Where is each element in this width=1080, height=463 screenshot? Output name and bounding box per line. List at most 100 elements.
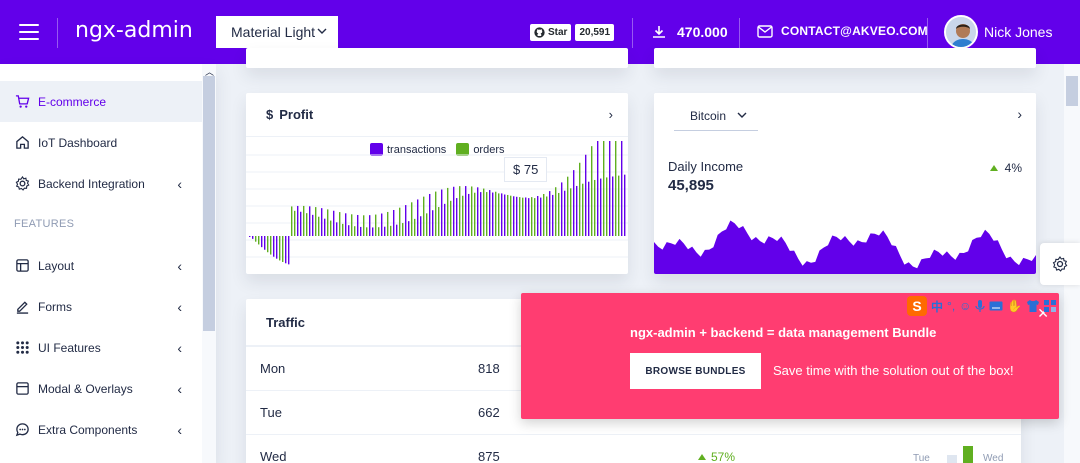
legend-label-orders[interactable]: orders (473, 143, 505, 156)
profit-bar (270, 236, 272, 255)
profit-bar (297, 205, 299, 236)
menu-icon[interactable] (19, 24, 39, 40)
legend-label-transactions[interactable]: transactions (387, 143, 447, 156)
profit-bar (564, 190, 566, 236)
sidebar-item-label: Layout (38, 258, 75, 273)
profit-bar (537, 195, 539, 236)
profit-bar (471, 186, 473, 236)
card-partial (246, 48, 628, 68)
settings-button[interactable] (1040, 243, 1080, 285)
sidebar-item-ui-features[interactable]: UI Features ‹ (0, 327, 202, 368)
profit-bar (390, 225, 392, 236)
arrow-up-icon (698, 454, 706, 460)
sidebar-item-label: Extra Components (38, 422, 138, 437)
profit-bar (279, 236, 281, 261)
browse-bundles-button[interactable]: BROWSE BUNDLES (630, 353, 761, 389)
github-star-button[interactable]: Star (530, 23, 572, 41)
ime-logo-icon[interactable]: S (907, 296, 927, 316)
chevron-down-icon (737, 112, 747, 118)
daily-income-change: 4% (989, 161, 1022, 175)
sidebar-item-layout[interactable]: Layout ‹ (0, 245, 202, 286)
profit-bar (435, 191, 437, 236)
profit-bar (576, 185, 578, 236)
profit-bar (624, 174, 626, 236)
contact-link[interactable]: CONTACT@AKVEO.COM (757, 24, 928, 38)
profit-bar (621, 141, 623, 236)
profit-bar (249, 236, 251, 237)
profit-bar (399, 207, 401, 236)
bitcoin-card-header: Bitcoin › (654, 93, 1036, 143)
user-name[interactable]: Nick Jones (984, 24, 1053, 40)
hand-icon[interactable]: ✋ (1007, 299, 1023, 313)
keyboard-icon[interactable] (989, 301, 1003, 311)
shirt-icon[interactable] (1026, 300, 1040, 312)
sidebar-item-forms[interactable]: Forms ‹ (0, 286, 202, 327)
profit-bar (600, 178, 602, 236)
profit-bar (384, 226, 386, 236)
profit-bar (492, 192, 494, 236)
grid-icon[interactable] (1044, 300, 1057, 312)
traffic-value: 818 (478, 361, 500, 376)
dollar-icon: $ (266, 107, 274, 122)
profit-bar (342, 223, 344, 236)
avatar[interactable] (944, 15, 978, 49)
chevron-down-icon (317, 28, 327, 34)
profit-bar (480, 192, 482, 236)
settings-icon (14, 176, 30, 192)
profit-bar (609, 141, 611, 236)
downloads[interactable]: 470.000 (651, 24, 728, 40)
main-scroll-thumb[interactable] (1066, 76, 1078, 106)
chevron-right-icon[interactable]: › (1017, 106, 1022, 122)
profit-bar (408, 221, 410, 236)
github-star[interactable]: Star 20,591 (530, 23, 615, 41)
bitcoin-area-chart[interactable] (654, 214, 1036, 274)
logo[interactable]: ngx-admin (75, 18, 193, 43)
profit-bar (540, 197, 542, 236)
profit-bar (441, 189, 443, 236)
sidebar-item-iot-dashboard[interactable]: IoT Dashboard (0, 122, 202, 163)
github-star-count[interactable]: 20,591 (575, 23, 615, 41)
sidebar-item-backend-integration[interactable]: Backend Integration ‹ (0, 163, 202, 204)
chevron-right-icon[interactable]: › (608, 107, 613, 122)
profit-bar (567, 176, 569, 236)
header-divider (632, 18, 633, 48)
currency-select[interactable]: Bitcoin (674, 101, 758, 131)
profit-bar (327, 209, 329, 236)
profit-bar (339, 212, 341, 236)
profit-bar (294, 210, 296, 236)
profit-chart[interactable] (246, 141, 628, 271)
traffic-value: 875 (478, 449, 500, 463)
legend-swatch-transactions (370, 143, 383, 156)
profit-bar (618, 175, 620, 236)
profit-bar (291, 206, 293, 236)
traffic-change: 57% (697, 450, 735, 463)
punctuation-icon[interactable]: °, (947, 299, 956, 313)
ime-toolbar[interactable]: S 中 °, ☺ ✋ (907, 296, 1057, 316)
scroll-up-icon[interactable]: ︿ (205, 67, 215, 77)
ime-language[interactable]: 中 (931, 299, 944, 314)
sidebar-item-extra-components[interactable]: Extra Components ‹ (0, 409, 202, 450)
chevron-left-icon: ‹ (177, 258, 182, 274)
profit-bar (522, 197, 524, 236)
emoji-icon[interactable]: ☺ (959, 299, 972, 313)
profit-bar (573, 170, 575, 236)
profit-bar (417, 199, 419, 236)
profit-bar (330, 220, 332, 236)
profit-bar (579, 162, 581, 236)
profit-bar (582, 183, 584, 236)
sidebar-item-modal-overlays[interactable]: Modal & Overlays ‹ (0, 368, 202, 409)
close-icon[interactable]: ✕ (1037, 305, 1049, 321)
browser-icon (14, 381, 30, 397)
theme-select[interactable]: Material Light (216, 16, 338, 48)
profit-bar (570, 188, 572, 236)
profit-bar (447, 187, 449, 236)
profit-bar (444, 203, 446, 236)
sidebar-item-e-commerce[interactable]: E-commerce (0, 81, 202, 122)
sidebar-scroll-thumb[interactable] (203, 76, 215, 331)
profit-bar (459, 186, 461, 236)
profit-card-title: Profit (279, 107, 314, 122)
microphone-icon[interactable] (975, 299, 986, 313)
sidebar-scrollbar[interactable]: ︿ (202, 64, 216, 463)
profit-bar (513, 196, 515, 236)
mini-chart-bar (947, 455, 957, 463)
